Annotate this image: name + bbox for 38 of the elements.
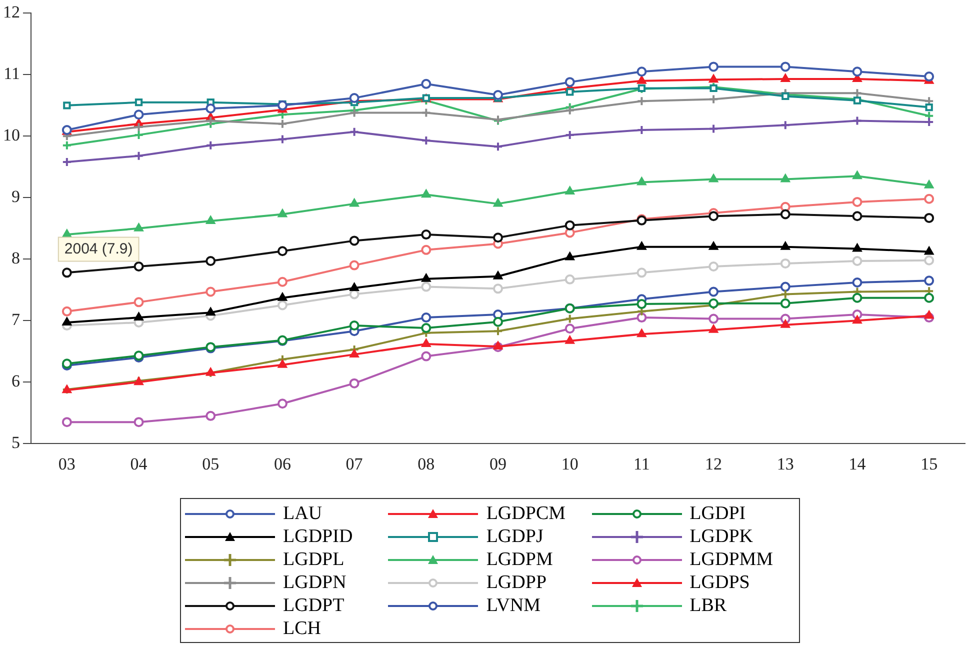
x-tick-label: 08 xyxy=(418,454,435,474)
legend-label: LGDPMM xyxy=(690,549,774,571)
legend-label: LGDPI xyxy=(690,503,746,525)
x-tick-label: 09 xyxy=(490,454,506,474)
x-tick-label: 10 xyxy=(561,454,578,474)
legend-label: LBR xyxy=(690,595,727,617)
legend-label: LGDPT xyxy=(283,595,344,617)
y-tick-label: 12 xyxy=(3,2,20,22)
x-tick-label: 03 xyxy=(58,454,76,474)
legend-label: LGDPCM xyxy=(486,503,566,525)
y-tick-label: 10 xyxy=(3,126,20,145)
y-tick-label: 7 xyxy=(12,310,20,330)
y-tick-label: 8 xyxy=(12,248,20,268)
y-tick-label: 11 xyxy=(4,64,20,84)
legend-label: LGDPP xyxy=(486,572,547,594)
y-tick-label: 9 xyxy=(12,187,20,206)
legend-label: LGDPID xyxy=(283,526,353,548)
legend-label: LGDPM xyxy=(486,549,553,571)
x-tick-label: 04 xyxy=(130,454,148,474)
x-tick-label: 14 xyxy=(848,454,866,474)
legend-label: LGDPK xyxy=(690,526,753,548)
x-tick-label: 05 xyxy=(202,454,220,474)
legend-label: LVNM xyxy=(486,595,541,617)
legend-label: LAU xyxy=(283,503,322,525)
y-tick-label: 5 xyxy=(12,433,20,452)
x-tick-label: 12 xyxy=(705,454,722,474)
legend-label: LCH xyxy=(283,618,321,640)
x-tick-label: 13 xyxy=(776,454,794,474)
legend-label: LGDPN xyxy=(283,572,346,594)
x-tick-label: 11 xyxy=(634,454,650,474)
legend-label: LGDPL xyxy=(283,549,344,571)
x-tick-label: 07 xyxy=(346,454,364,474)
legend-label: LGDPJ xyxy=(486,526,544,548)
x-tick-label: 15 xyxy=(920,454,938,474)
legend-label: LGDPS xyxy=(690,572,750,594)
annotation: 2004 (7.9) xyxy=(64,240,133,258)
x-tick-label: 06 xyxy=(274,454,291,474)
y-tick-label: 6 xyxy=(12,372,20,391)
